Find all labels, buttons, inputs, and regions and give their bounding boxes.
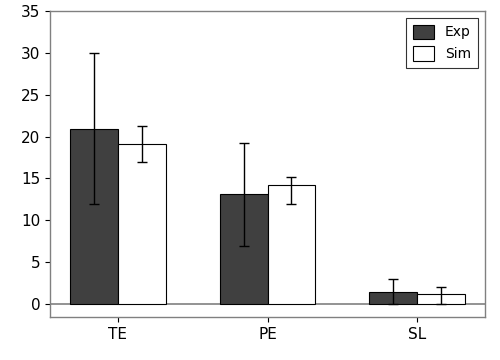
Bar (220, 194, 268, 304)
Bar (418, 294, 465, 304)
Bar (268, 185, 316, 304)
Bar (370, 292, 418, 304)
Legend: Exp, Sim: Exp, Sim (406, 18, 478, 68)
Bar (118, 144, 166, 304)
Bar (70, 129, 117, 304)
